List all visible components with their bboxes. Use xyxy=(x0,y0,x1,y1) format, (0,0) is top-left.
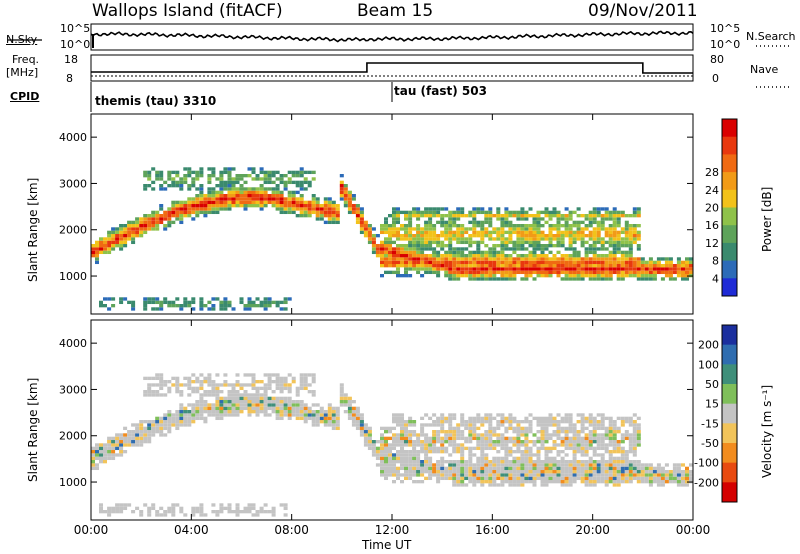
power-colorbar-tick: 12 xyxy=(705,237,719,250)
power-colorbar-frame xyxy=(721,118,738,297)
velocity-ytick-label: 1000 xyxy=(59,476,87,489)
nave-tick-high: 80 xyxy=(710,53,724,66)
freq-panel-frame xyxy=(90,54,694,82)
power-colorbar-swatch xyxy=(722,172,737,191)
power-colorbar-swatch xyxy=(722,154,737,173)
velocity-colorbar-frame xyxy=(721,324,738,503)
x-tick-label: 08:00 xyxy=(274,523,309,537)
velocity-colorbar-swatch xyxy=(722,423,737,444)
nsearch-tick-high: 10^5 xyxy=(710,22,741,35)
velocity-ytick-label: 3000 xyxy=(59,383,87,396)
power-colorbar-tick: 16 xyxy=(705,219,719,232)
nsky-tick-high: 10^5 xyxy=(60,22,91,35)
power-colorbar-swatch xyxy=(722,136,737,155)
cpid-mode-1: themis (tau) 3310 xyxy=(95,94,217,108)
x-tick-label: 16:00 xyxy=(475,523,510,537)
velocity-colorbar-tick: 50 xyxy=(705,378,719,391)
velocity-colorbar-tick: 15 xyxy=(705,398,719,411)
velocity-colorbar-swatch xyxy=(722,443,737,464)
x-tick-label: 00:00 xyxy=(74,523,109,537)
velocity-colorbar-tick: -100 xyxy=(694,457,719,470)
velocity-colorbar-tick: -15 xyxy=(701,417,719,430)
velocity-colorbar-swatch xyxy=(722,344,737,365)
power-ytick-label: 1000 xyxy=(59,270,87,283)
velocity-colorbar-swatch xyxy=(722,364,737,385)
freq-trace xyxy=(91,62,693,74)
freq-label: Freq. xyxy=(12,53,40,66)
velocity-colorbar-tick: 100 xyxy=(698,358,719,371)
velocity-colorbar-swatch xyxy=(722,482,737,503)
station-title: Wallops Island (fitACF) xyxy=(92,1,283,21)
power-colorbar-swatch xyxy=(722,242,737,262)
beam-label: Beam 15 xyxy=(357,1,434,21)
power-colorbar-tick: 28 xyxy=(705,166,719,179)
nsky-panel-frame xyxy=(90,23,694,51)
power-colorbar-swatch xyxy=(722,260,737,279)
nave-label: Nave xyxy=(750,63,779,76)
nsearch-tick-low: 10^0 xyxy=(710,38,741,51)
velocity-colorbar-tick: 200 xyxy=(698,339,719,352)
nave-tick-low: 0 xyxy=(712,72,719,85)
power-heatmap-cells xyxy=(91,167,694,311)
cpid-mode-2: tau (fast) 503 xyxy=(394,84,487,98)
freq-unit: [MHz] xyxy=(6,66,39,79)
power-colorbar-tick: 24 xyxy=(705,184,719,197)
x-tick-label: 04:00 xyxy=(174,523,209,537)
x-tick-label: 12:00 xyxy=(375,523,410,537)
velocity-heatmap-cells xyxy=(91,373,694,517)
velocity-colorbar-tick: -50 xyxy=(701,437,719,450)
power-colorbar-swatch xyxy=(722,189,737,208)
velocity-colorbar-tick: -200 xyxy=(694,476,719,489)
velocity-colorbar-swatch xyxy=(722,384,737,405)
velocity-colorbar-swatch xyxy=(722,462,737,483)
nsky-trace xyxy=(90,30,694,43)
power-ytick-label: 4000 xyxy=(59,131,87,144)
power-ytick-label: 2000 xyxy=(59,224,87,237)
x-axis-title: Time UT xyxy=(362,538,412,552)
velocity-colorbar-swatch xyxy=(722,403,737,424)
power-colorbar-tick: 8 xyxy=(712,255,719,268)
power-colorbar-swatch xyxy=(722,207,737,226)
freq-tick-low: 8 xyxy=(66,72,73,85)
velocity-ytick-label: 4000 xyxy=(59,337,87,350)
velocity-ytick-label: 2000 xyxy=(59,430,87,443)
x-tick-label: 20:00 xyxy=(575,523,610,537)
nsearch-label: N.Search xyxy=(746,30,796,43)
freq-tick-high: 18 xyxy=(64,53,78,66)
power-colorbar-tick: 20 xyxy=(705,202,719,215)
power-ytick-label: 3000 xyxy=(59,177,87,190)
date-label: 09/Nov/2011 xyxy=(588,1,698,21)
power-colorbar-swatch xyxy=(722,225,737,244)
velocity-colorbar-swatch xyxy=(722,325,737,346)
power-colorbar-tick: 4 xyxy=(712,272,719,285)
power-colorbar-swatch xyxy=(722,278,737,297)
power-colorbar-swatch xyxy=(722,119,737,138)
nsky-tick-low: 10^0 xyxy=(60,38,91,51)
cpid-label: CPID xyxy=(10,90,40,103)
x-tick-label: 00:00 xyxy=(676,523,711,537)
